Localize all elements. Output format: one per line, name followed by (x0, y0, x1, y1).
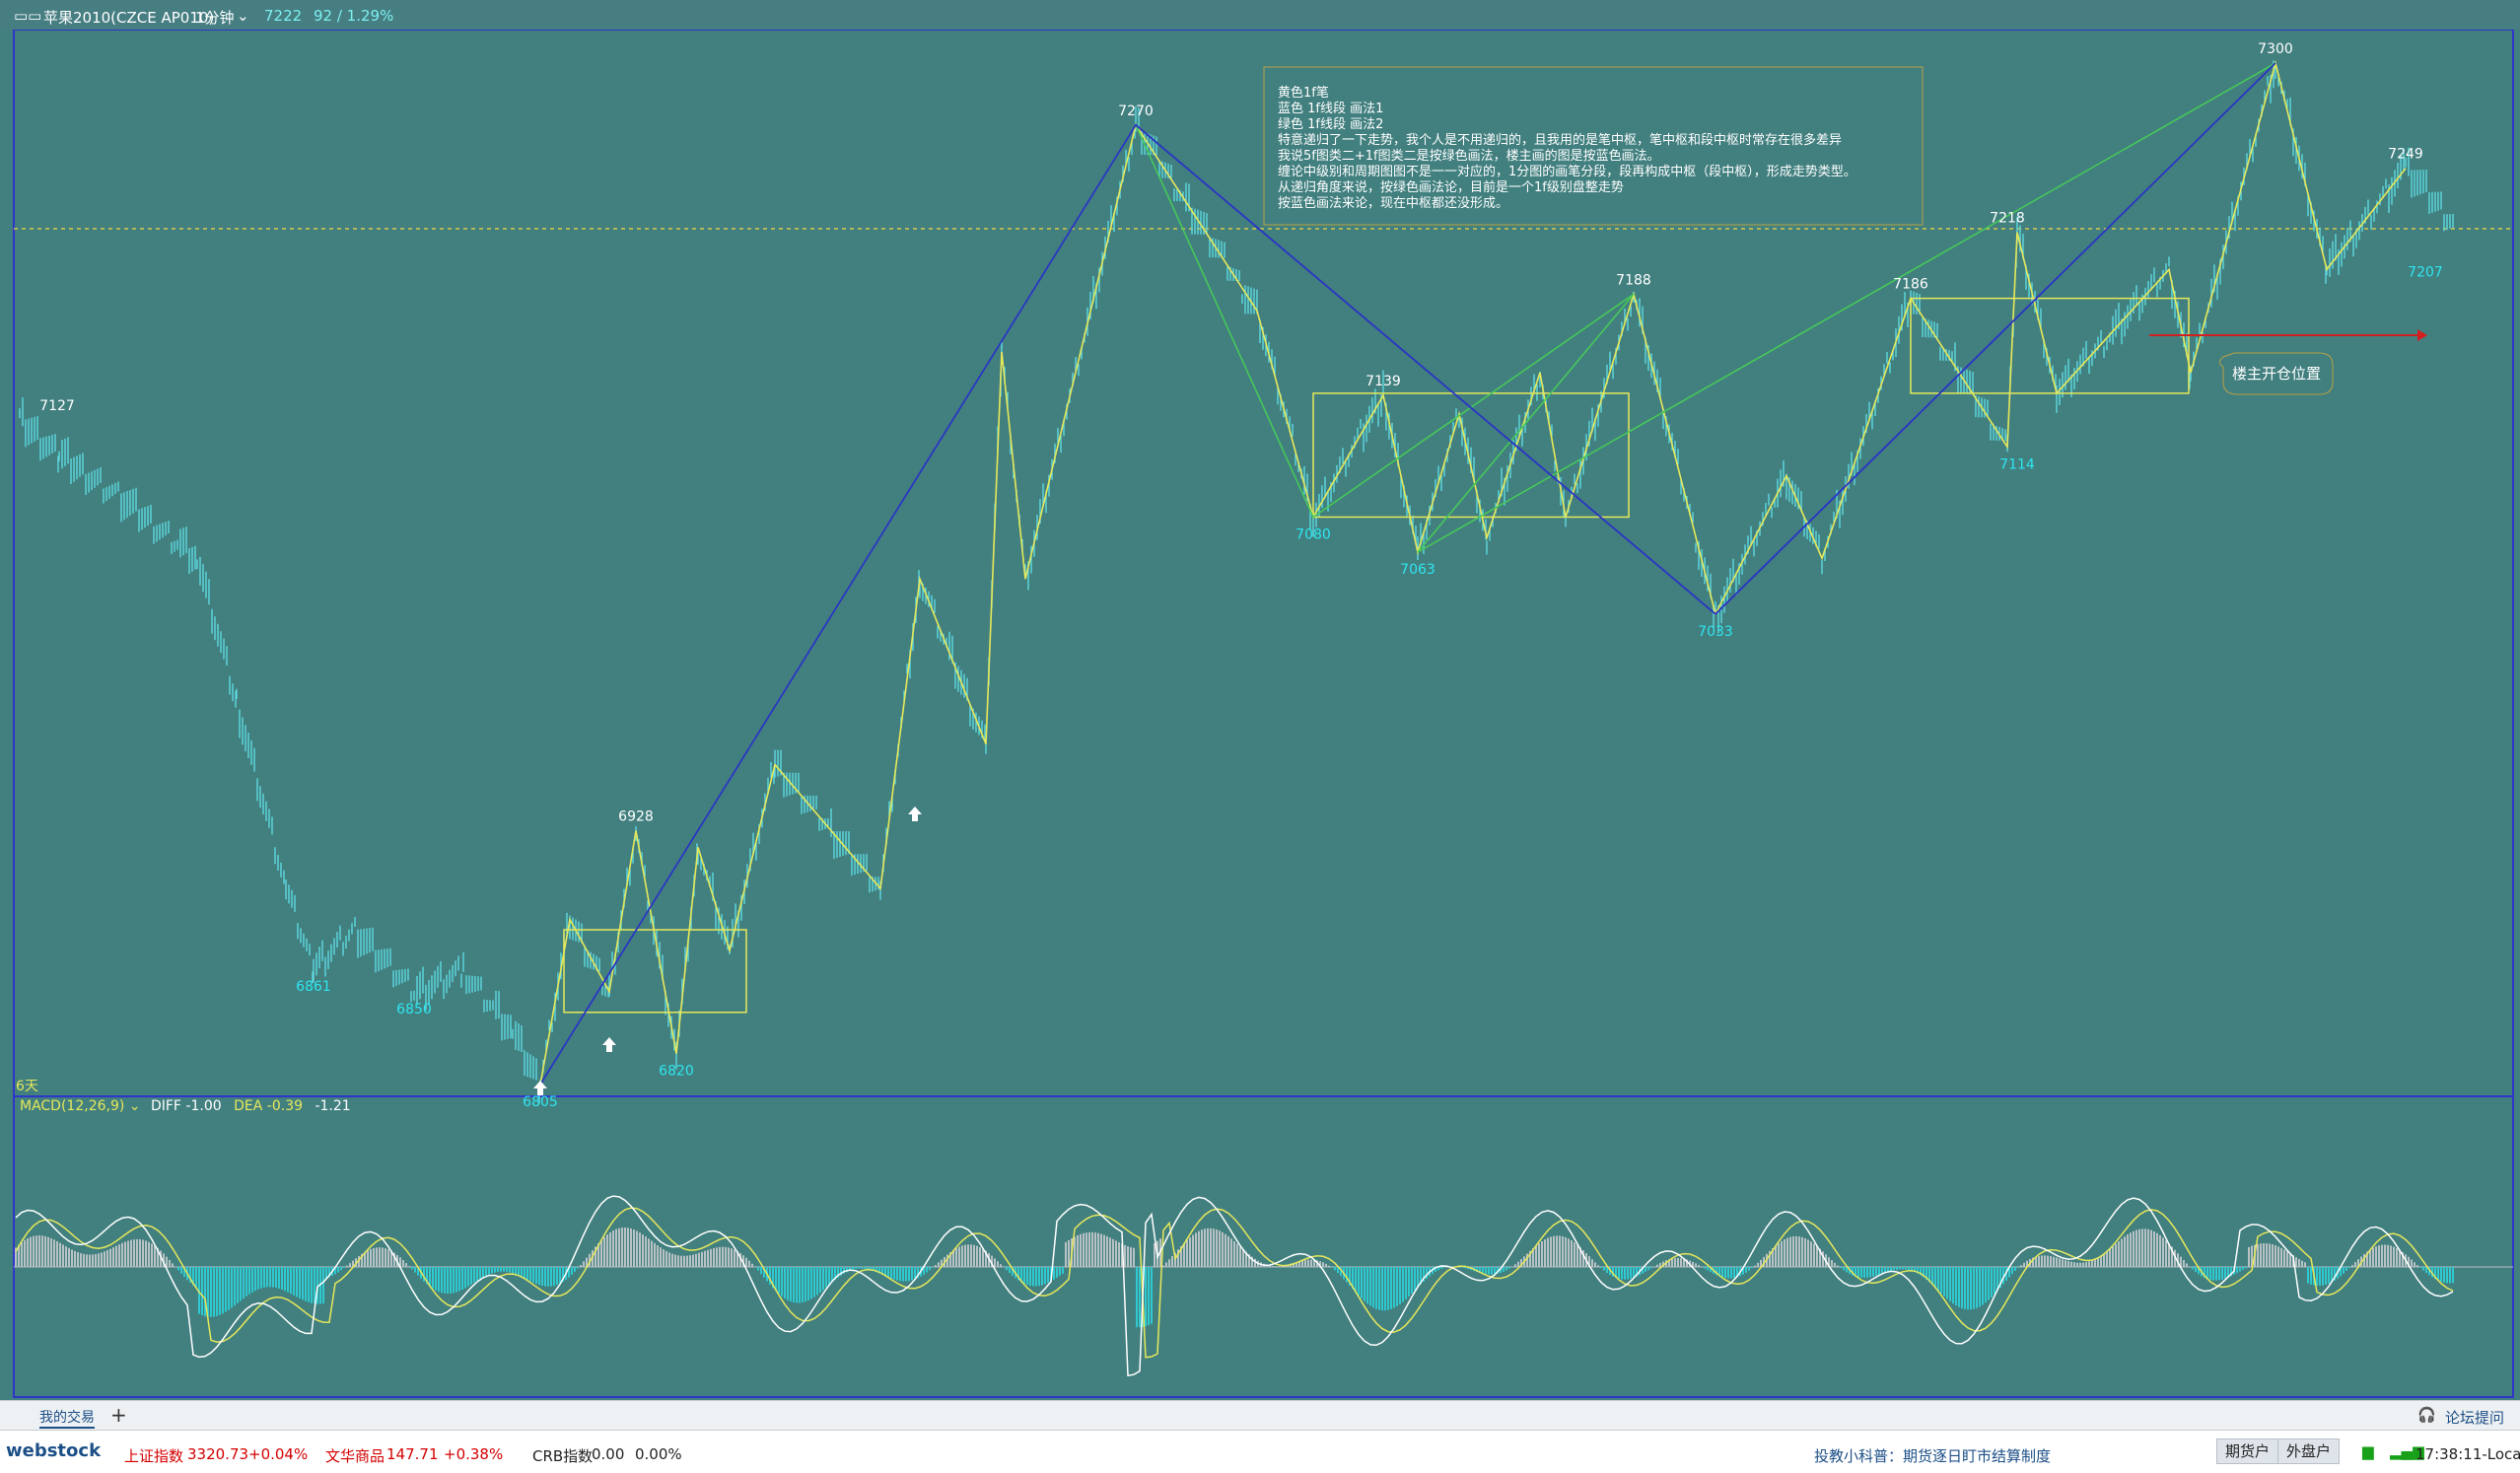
tab-my-trade[interactable]: 我的交易 (39, 1407, 95, 1429)
segment-blue-line (539, 62, 2276, 1086)
index1-name[interactable]: 上证指数 (124, 1447, 184, 1465)
contract-title[interactable]: 苹果2010(CZCE AP010) (43, 9, 215, 27)
price-label: 7207 (2408, 265, 2443, 281)
add-tab-button[interactable]: + (110, 1403, 127, 1427)
index1-value: 3320.73 (187, 1445, 249, 1463)
headset-icon[interactable]: 🎧 (2417, 1406, 2436, 1424)
macd-pane-border (13, 1095, 2514, 1398)
price-label: 7127 (39, 398, 75, 414)
chart-title-bar: ▭▭ 苹果2010(CZCE AP010) 1分钟 ⌄ 7222 92 / 1.… (0, 0, 2520, 30)
note-line: 按蓝色画法来论，现在中枢都还没形成。 (1278, 195, 1508, 211)
macd-histogram (15, 1228, 2454, 1328)
note-box (1263, 66, 1924, 226)
note-line: 蓝色 1f线段 画法1 (1278, 101, 1383, 116)
index2-name[interactable]: 文华商品 (325, 1447, 385, 1465)
note-line: 特意递归了一下走势，我个人是不用递归的，且我用的是笔中枢，笔中枢和段中枢时常存在… (1278, 132, 1842, 148)
price-label: 7270 (1118, 104, 1154, 119)
callout-bubble (2219, 352, 2334, 395)
macd-name[interactable]: MACD(12,26,9) (20, 1098, 125, 1114)
up-arrow-icon (533, 1081, 547, 1095)
diff-label: DIFF (150, 1098, 181, 1114)
price-labels: 7127 6861 6850 6805 6928 6820 7270 7080 7139 7063… (39, 41, 2443, 1110)
forum-link[interactable]: 论坛提问 (2445, 1409, 2505, 1427)
price-label: 6850 (396, 1002, 432, 1017)
price-label: 6820 (659, 1064, 694, 1080)
price-label: 6861 (296, 979, 331, 995)
price-label: 7080 (1295, 526, 1331, 542)
signal-icon: ▂▄▆ (2390, 1442, 2424, 1460)
clock: 17:38:11-Local (2415, 1445, 2520, 1463)
open-position-arrowhead (2417, 329, 2427, 341)
index3-value: 0.00 (592, 1445, 625, 1463)
buy-markers (533, 807, 922, 1095)
price-label: 7300 (2258, 41, 2293, 57)
up-arrow-icon (602, 1037, 616, 1052)
status-bar: webstock 上证指数 3320.73 +0.04% 文华商品 147.71… (0, 1430, 2520, 1473)
price-label: 7188 (1616, 272, 1651, 288)
futures-account-button[interactable]: 期货户 (2216, 1438, 2279, 1464)
chevron-down-icon[interactable]: ⌄ (237, 7, 249, 25)
period-label: 6天 (16, 1079, 38, 1094)
up-arrow-icon (908, 807, 922, 821)
price-label: 7249 (2388, 147, 2423, 163)
bottom-tabs: 我的交易 + 🎧 论坛提问 (0, 1400, 2520, 1431)
price-label: 7186 (1893, 277, 1928, 293)
index3-change: 0.00% (635, 1445, 682, 1463)
zhongshu-box (1910, 297, 2190, 394)
note-line: 黄色1f笔 (1278, 85, 1329, 101)
price-label: 7218 (1990, 211, 2025, 227)
index1-change: +0.04% (248, 1445, 309, 1463)
diff-line (15, 1195, 2454, 1376)
price-label: 7114 (1999, 456, 2035, 472)
note-line: 绿色 1f线段 画法2 (1278, 116, 1383, 132)
dea-label: DEA (234, 1098, 263, 1114)
dea-value: -0.39 (266, 1098, 304, 1114)
chevron-down-icon[interactable]: ⌄ (128, 1098, 141, 1114)
foreign-account-button[interactable]: 外盘户 (2277, 1438, 2341, 1464)
chart-frame[interactable]: 7127 6861 6850 6805 6928 6820 7270 7080 7139 7063… (0, 0, 2520, 1400)
last-price: 7222 (264, 7, 303, 25)
note-line: 从递归角度来说，按绿色画法论，目前是一个1f级别盘整走势 (1278, 179, 1624, 195)
zhongshu-box (563, 929, 747, 1014)
zhongshu-box (1312, 392, 1630, 519)
macd-header: MACD(12,26,9) ⌄ DIFF -1.00 DEA -0.39 -1.… (20, 1098, 351, 1118)
chart-canvas[interactable]: 7127 6861 6850 6805 6928 6820 7270 7080 7139 7063… (0, 0, 2520, 1400)
index2-value: 147.71 (386, 1445, 439, 1463)
price-label: 7033 (1698, 624, 1733, 640)
note-line: 我说5f图类二+1f图类二是按绿色画法，楼主画的图是按蓝色画法。 (1278, 148, 1660, 164)
callout-text: 楼主开仓位置 (2232, 365, 2321, 383)
connection-icon: ▆ (2362, 1442, 2374, 1460)
period-select[interactable]: 1分钟 (195, 9, 235, 27)
note-line: 缠论中级别和周期图图不是一一对应的，1分图的画笔分段，段再构成中枢（段中枢），形… (1278, 164, 1856, 179)
zhongshu-boxes (563, 297, 2190, 1014)
price-label: 7063 (1400, 562, 1435, 578)
price-label: 6928 (618, 809, 654, 825)
index2-change: +0.38% (444, 1445, 504, 1463)
chart-background (0, 0, 2520, 1400)
index3-name[interactable]: CRB指数 (532, 1447, 594, 1465)
price-label: 7139 (1365, 374, 1401, 389)
news-ticker[interactable]: 投教小科普：期货逐日盯市结算制度 (1814, 1447, 2052, 1465)
price-change: 92 / 1.29% (314, 7, 394, 25)
brand-logo[interactable]: webstock (6, 1440, 102, 1461)
price-label: 6805 (523, 1094, 558, 1110)
macd-value: -1.21 (315, 1098, 351, 1114)
menu-icon[interactable]: ▭▭ (14, 7, 42, 25)
diff-value: -1.00 (185, 1098, 222, 1114)
